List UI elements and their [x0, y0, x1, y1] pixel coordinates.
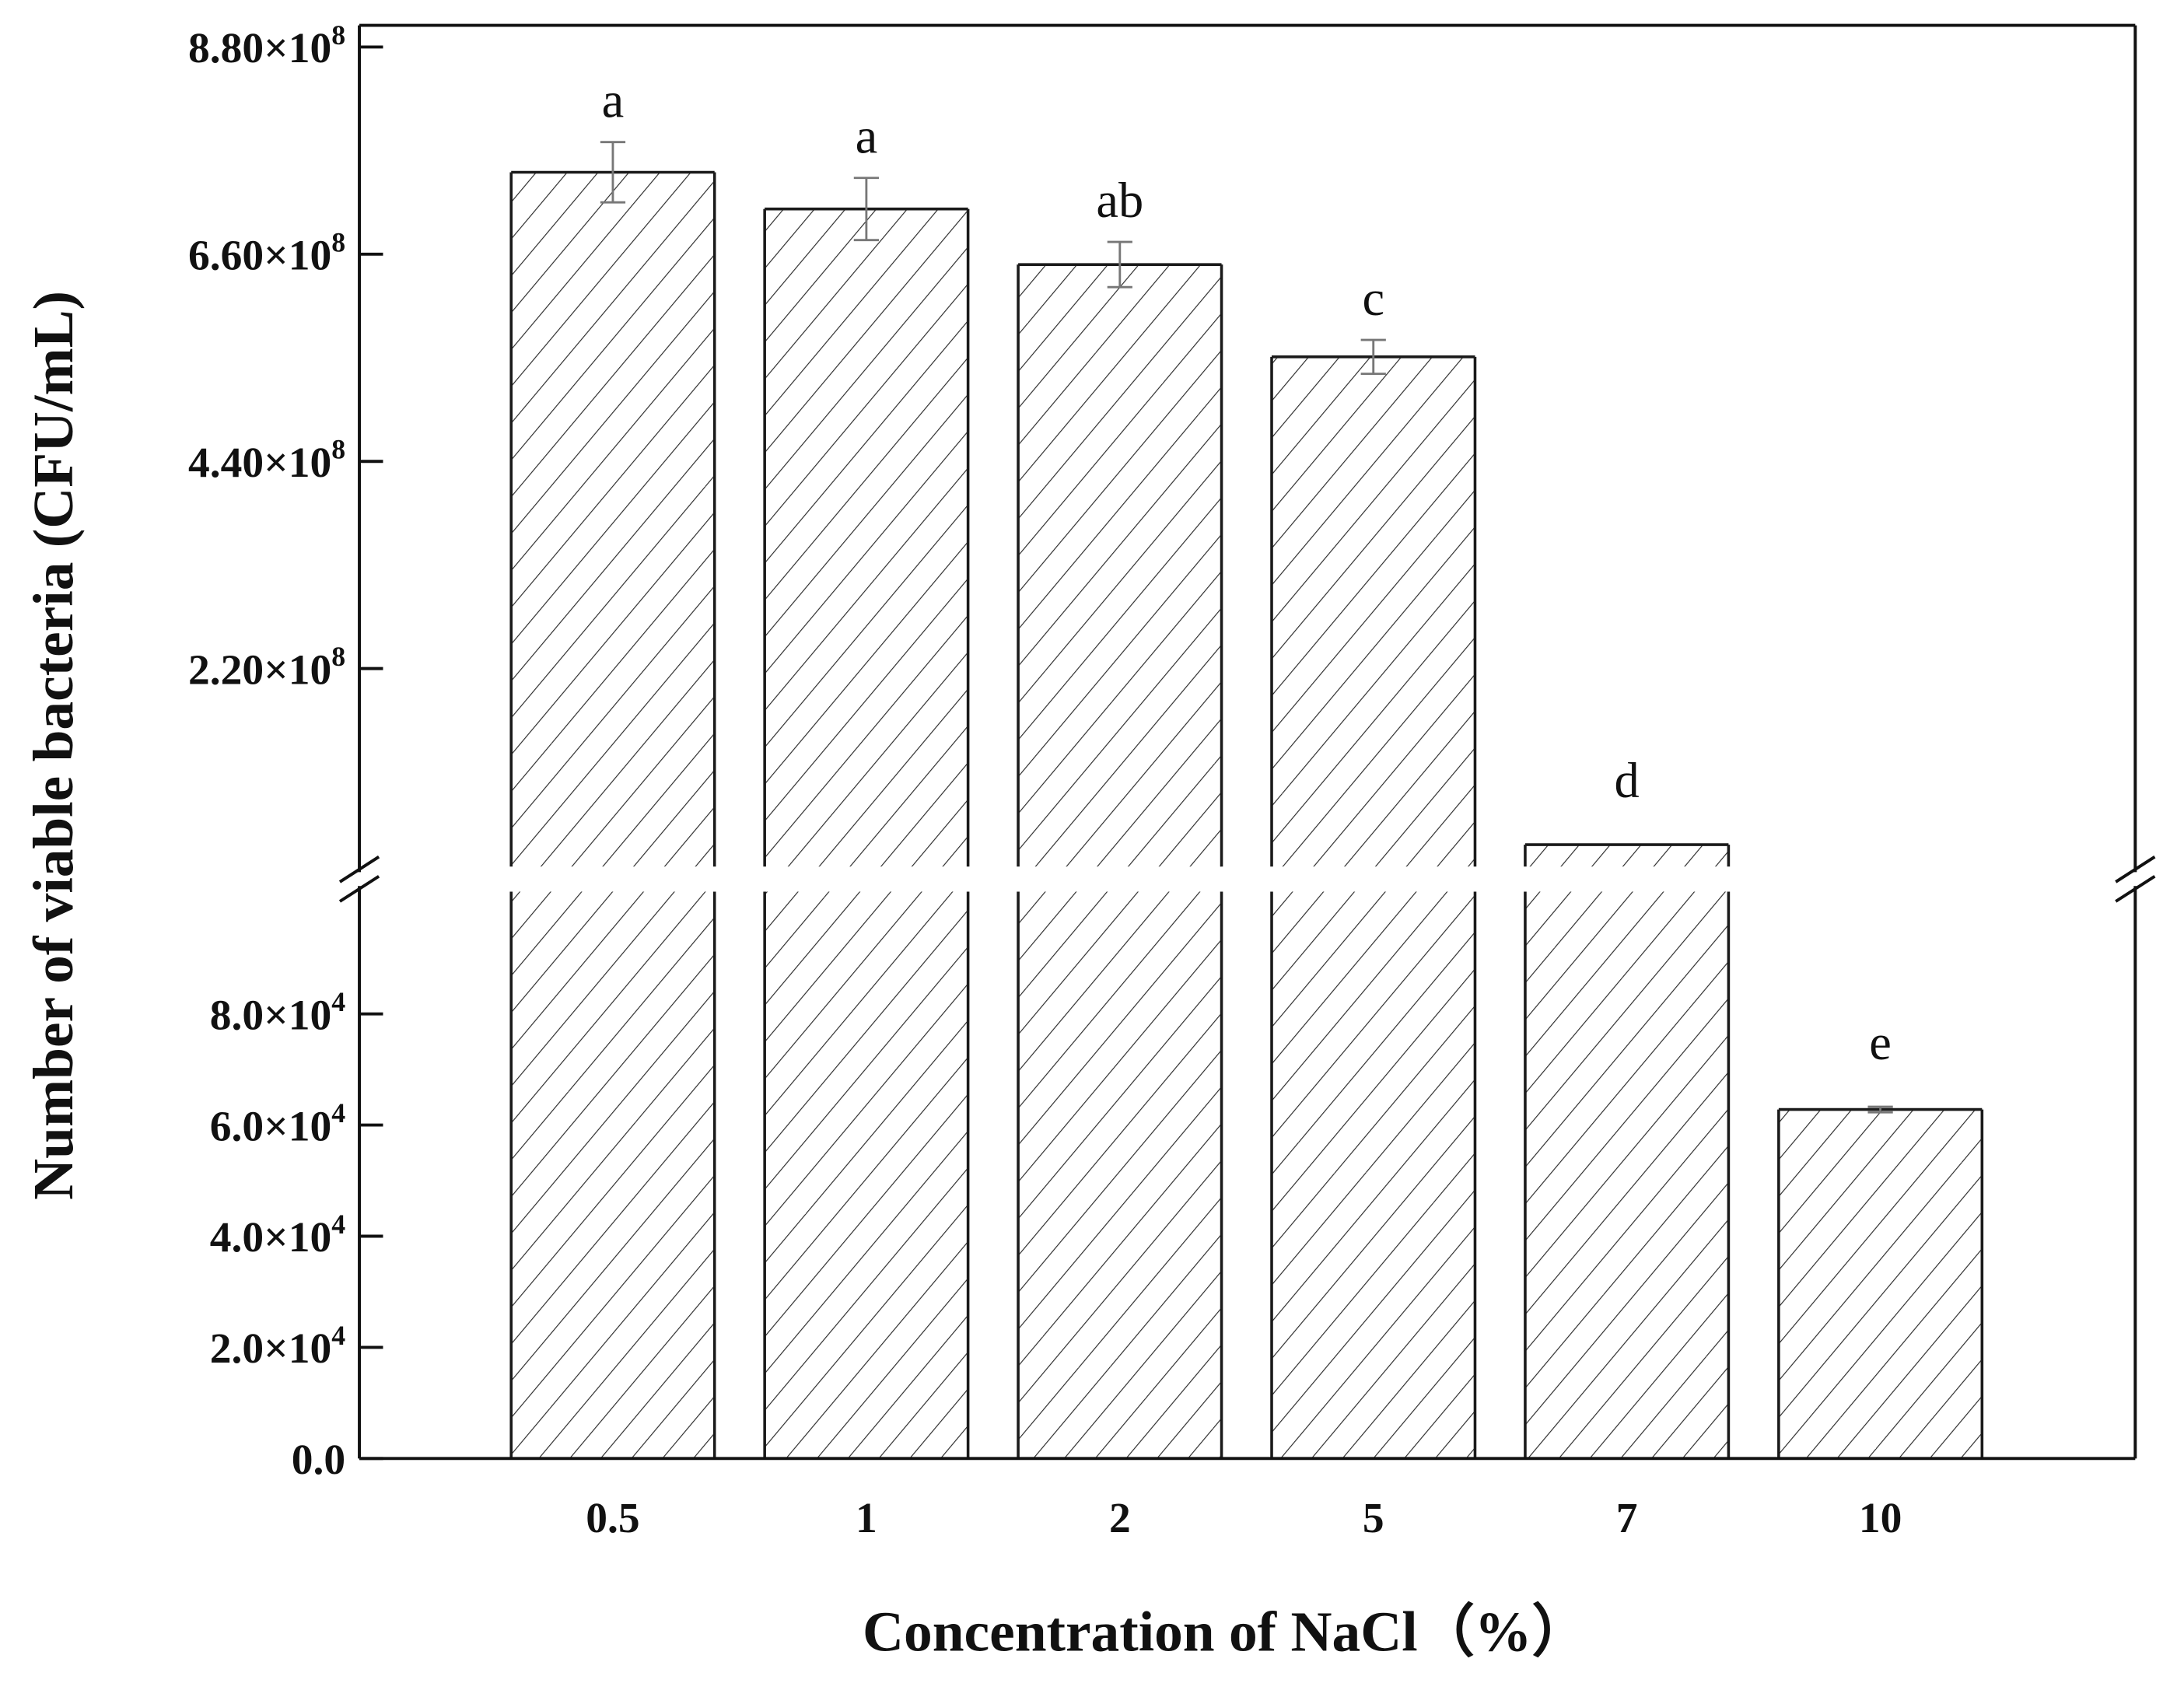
y-tick-labels: 0.0 2.0×104 4.0×104 6.0×104 8.0×104 2.20×108 4… — [188, 19, 345, 1484]
significance-letter: ab — [1096, 173, 1143, 228]
x-tick-label: 0.5 — [586, 1495, 639, 1542]
y-axis-label: Number of viable bacteria (CFU/mL) — [22, 291, 85, 1200]
x-axis-label: Concentration of NaCl（%） — [863, 1600, 1589, 1663]
bar-10: e — [1777, 1015, 1984, 1459]
significance-letter: a — [856, 109, 878, 164]
significance-letter: c — [1362, 271, 1384, 326]
x-tick-labels: 0.5 1 2 5 7 10 — [586, 1495, 1902, 1542]
bars-group: a a ab c d e — [509, 73, 1984, 1459]
x-tick-label: 2 — [1109, 1495, 1131, 1542]
axis-break-mark — [2115, 855, 2156, 883]
significance-letter: d — [1615, 753, 1640, 808]
bar-hatch — [1272, 891, 1475, 1459]
bar-0.5: a — [509, 73, 716, 1459]
bar-hatch — [1272, 356, 1475, 867]
y-tick-label: 2.0×104 — [210, 1320, 346, 1373]
bar-5: c — [1270, 271, 1477, 1459]
bar-hatch — [765, 208, 968, 867]
x-tick-label: 5 — [1363, 1495, 1384, 1542]
significance-letter: e — [1869, 1015, 1892, 1070]
bar-hatch — [511, 891, 715, 1459]
bar-hatch — [1524, 845, 1729, 867]
bar-hatch — [1778, 1109, 1983, 1459]
y-tick-label: 6.60×108 — [188, 226, 345, 279]
bar-hatch — [1018, 891, 1222, 1459]
significance-letter: a — [602, 73, 625, 128]
axis-break-mark — [338, 875, 380, 903]
x-tick-label: 10 — [1859, 1495, 1902, 1542]
axis-break-mark — [2115, 875, 2156, 903]
y-tick-label: 6.0×104 — [210, 1097, 346, 1150]
y-tick-label: 8.0×104 — [210, 986, 346, 1039]
bar-hatch — [1018, 264, 1222, 867]
axis-break-mark — [338, 855, 380, 883]
y-tick-label: 4.40×108 — [188, 434, 345, 487]
y-tick-label: 2.20×108 — [188, 641, 345, 694]
bar-hatch — [511, 172, 715, 867]
bar-hatch — [765, 891, 968, 1459]
axes-group — [338, 23, 2156, 1461]
y-tick-label: 8.80×108 — [188, 19, 345, 72]
x-tick-label: 7 — [1616, 1495, 1638, 1542]
bar-2: ab — [1017, 173, 1223, 1459]
x-tick-label: 1 — [856, 1495, 877, 1542]
bar-7: d — [1524, 753, 1731, 1459]
bar-hatch — [1524, 891, 1729, 1459]
y-tick-label: 0.0 — [292, 1436, 345, 1484]
y-tick-label: 4.0×104 — [210, 1209, 346, 1261]
bar-1: a — [763, 109, 970, 1459]
